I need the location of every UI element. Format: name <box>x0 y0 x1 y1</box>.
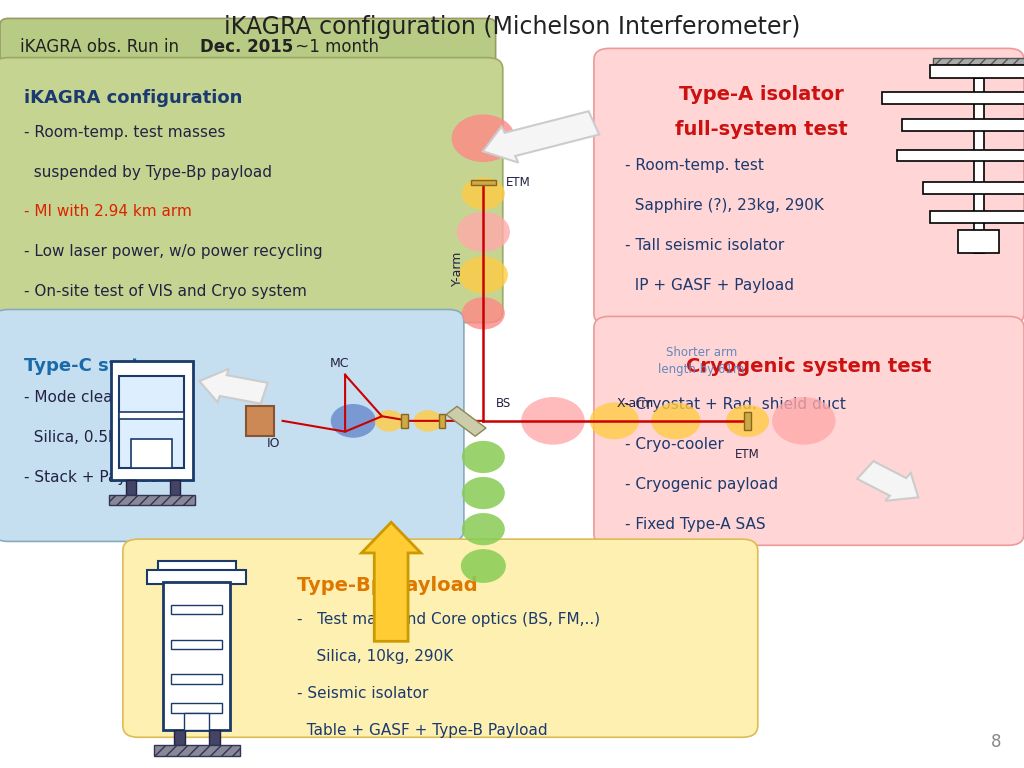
Bar <box>111 361 193 480</box>
Text: - Seismic isolator: - Seismic isolator <box>297 686 428 701</box>
Circle shape <box>590 402 639 439</box>
Bar <box>471 180 496 186</box>
Circle shape <box>772 397 836 445</box>
Text: Dec. 2015: Dec. 2015 <box>200 38 293 56</box>
Bar <box>131 439 172 468</box>
FancyBboxPatch shape <box>594 316 1024 545</box>
Text: - Stack + Payload: - Stack + Payload <box>24 470 159 485</box>
Text: - Mode cleaner: - Mode cleaner <box>24 390 137 406</box>
Bar <box>174 730 185 745</box>
Circle shape <box>461 549 506 583</box>
Bar <box>897 150 1024 161</box>
Text: Shorter arm
length by 61m: Shorter arm length by 61m <box>658 346 744 376</box>
Text: Type-C system: Type-C system <box>24 356 170 375</box>
Text: Type-A isolator: Type-A isolator <box>679 85 844 104</box>
Bar <box>163 582 230 730</box>
Text: Type-Bp payload: Type-Bp payload <box>297 576 477 594</box>
Bar <box>171 640 222 649</box>
Bar <box>158 561 236 572</box>
Text: BS: BS <box>496 398 511 410</box>
Text: iKAGRA configuration (Michelson Interferometer): iKAGRA configuration (Michelson Interfer… <box>224 15 800 39</box>
Bar <box>930 211 1024 223</box>
FancyBboxPatch shape <box>594 48 1024 325</box>
Bar <box>109 495 195 505</box>
Bar <box>209 730 220 745</box>
Bar <box>184 713 209 730</box>
FancyBboxPatch shape <box>123 539 758 737</box>
FancyBboxPatch shape <box>0 18 496 75</box>
Text: - Low laser power, w/o power recycling: - Low laser power, w/o power recycling <box>24 244 323 260</box>
Circle shape <box>462 513 505 545</box>
Text: MC: MC <box>330 357 350 369</box>
Circle shape <box>726 405 769 437</box>
Text: Silica, 10kg, 290K: Silica, 10kg, 290K <box>297 649 454 664</box>
Bar <box>170 480 180 495</box>
Text: full-system test: full-system test <box>675 120 848 138</box>
Text: - Room-temp. test: - Room-temp. test <box>625 158 764 174</box>
Bar <box>933 58 1024 65</box>
Bar <box>171 605 222 614</box>
Bar <box>119 376 184 468</box>
Text: - Cryogenic payload: - Cryogenic payload <box>625 477 778 492</box>
Circle shape <box>414 410 442 432</box>
Bar <box>119 412 184 419</box>
FancyArrow shape <box>361 522 421 641</box>
Text: Sapphire (?), 23kg, 290K: Sapphire (?), 23kg, 290K <box>625 198 823 214</box>
Text: ETM: ETM <box>506 177 530 189</box>
FancyArrow shape <box>857 461 919 501</box>
Text: - Cryo-cooler: - Cryo-cooler <box>625 437 724 452</box>
Text: - Tall seismic isolator: - Tall seismic isolator <box>625 238 784 253</box>
Circle shape <box>375 410 403 432</box>
Circle shape <box>462 297 505 329</box>
Text: - On-site test of VIS and Cryo system: - On-site test of VIS and Cryo system <box>24 284 306 300</box>
Circle shape <box>462 177 505 210</box>
Text: 8: 8 <box>991 733 1001 751</box>
Text: ~1 month: ~1 month <box>290 38 379 56</box>
FancyBboxPatch shape <box>0 310 464 541</box>
Bar <box>446 406 486 436</box>
Circle shape <box>459 257 508 293</box>
Bar <box>147 570 246 584</box>
Text: - MI with 2.94 km arm: - MI with 2.94 km arm <box>24 204 191 220</box>
Text: suspended by Type-Bp payload: suspended by Type-Bp payload <box>24 164 271 180</box>
Bar <box>154 745 240 756</box>
Circle shape <box>462 441 505 473</box>
Text: ETM: ETM <box>735 448 760 461</box>
Text: iKAGRA obs. Run in: iKAGRA obs. Run in <box>20 38 184 56</box>
Text: - Cryostat + Rad. shield duct: - Cryostat + Rad. shield duct <box>625 397 846 412</box>
Text: X-arm: X-arm <box>616 397 653 409</box>
Bar <box>930 65 1024 78</box>
Bar <box>401 414 408 428</box>
Text: Table + GASF + Type-B Payload: Table + GASF + Type-B Payload <box>297 723 548 738</box>
Circle shape <box>462 477 505 509</box>
Bar <box>439 414 445 428</box>
FancyArrow shape <box>483 111 599 163</box>
Bar <box>902 119 1024 131</box>
FancyArrow shape <box>200 369 267 404</box>
Text: -   Test mass and Core optics (BS, FM,..): - Test mass and Core optics (BS, FM,..) <box>297 612 600 627</box>
Circle shape <box>331 404 376 438</box>
Bar <box>171 674 222 684</box>
Bar <box>923 182 1024 194</box>
FancyBboxPatch shape <box>0 58 503 323</box>
Text: Cryogenic system test: Cryogenic system test <box>686 357 932 376</box>
Text: Y-arm: Y-arm <box>452 251 464 286</box>
Text: Silica, 0.5kg, 290K: Silica, 0.5kg, 290K <box>24 430 175 445</box>
Bar <box>882 92 1024 104</box>
Bar <box>246 406 274 436</box>
Bar <box>974 78 984 253</box>
Text: IP + GASF + Payload: IP + GASF + Payload <box>625 278 794 293</box>
Circle shape <box>521 397 585 445</box>
Text: IO: IO <box>266 438 281 450</box>
Bar <box>743 412 752 430</box>
Text: - Fixed Type-A SAS: - Fixed Type-A SAS <box>625 517 765 532</box>
Text: - Room-temp. test masses: - Room-temp. test masses <box>24 124 225 140</box>
Circle shape <box>452 114 515 162</box>
Circle shape <box>457 212 510 252</box>
Bar <box>171 703 222 713</box>
Text: iKAGRA configuration: iKAGRA configuration <box>24 89 242 108</box>
Circle shape <box>651 402 700 439</box>
Bar <box>126 480 136 495</box>
Bar <box>958 230 999 253</box>
